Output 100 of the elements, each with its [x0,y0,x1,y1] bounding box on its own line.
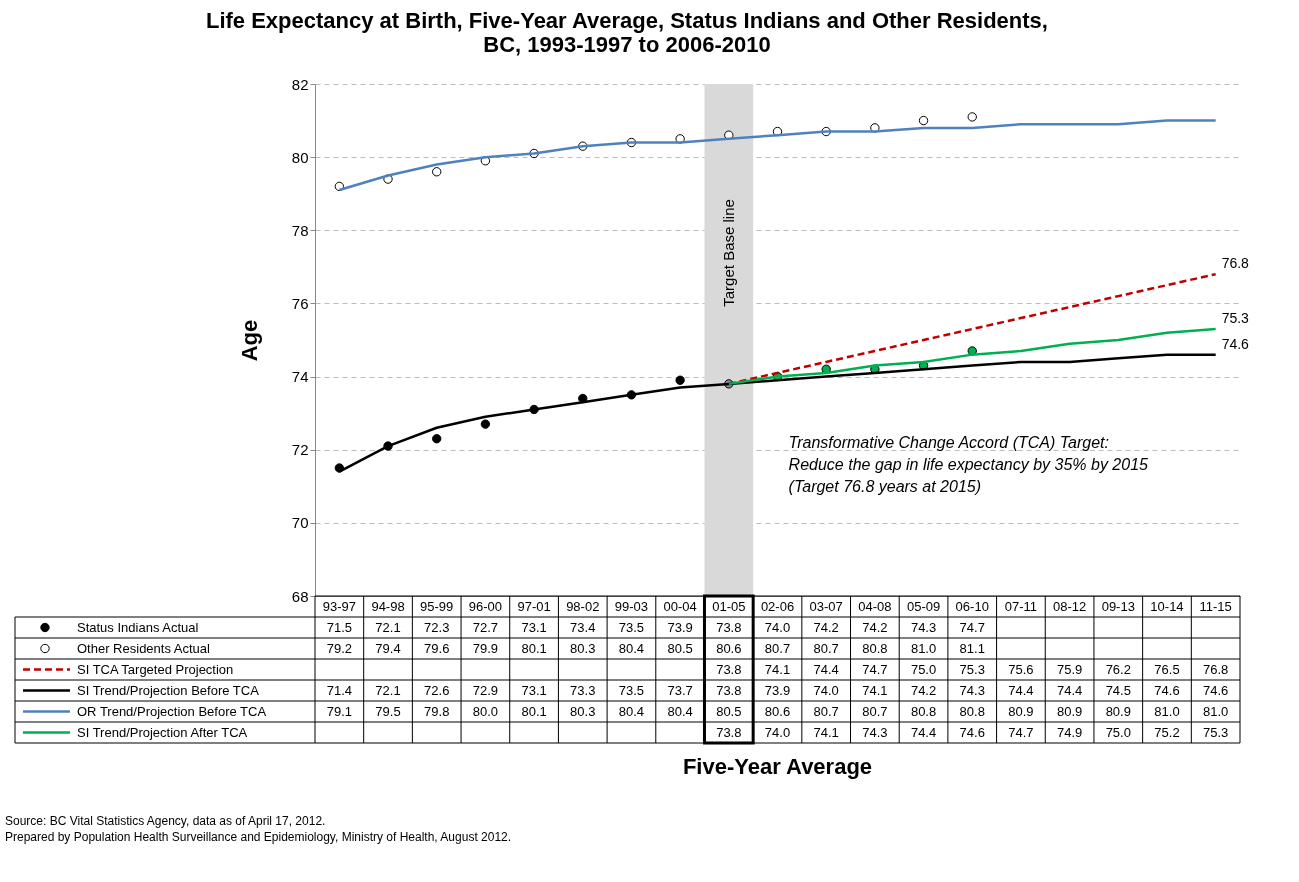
data-label: 81.1 [959,640,985,656]
data-label: 80.8 [959,703,985,719]
data-label: 80.4 [618,703,645,719]
point [432,434,442,444]
data-label: 72.1 [375,682,401,698]
x-tick-label: 01-05 [712,598,746,614]
data-label: 74.6 [959,724,985,740]
data-label: 74.6 [1154,682,1180,698]
legend-label: SI Trend/Projection Before TCA [77,682,260,698]
data-label: 79.4 [375,640,401,656]
x-tick-label: 07-11 [1004,598,1038,614]
data-label: 80.7 [862,703,888,719]
data-label: 74.1 [813,724,839,740]
data-label: 74.0 [764,724,791,740]
annotation: 75.3 [1221,310,1250,327]
data-label: 73.8 [716,619,742,635]
data-label: 74.7 [862,661,888,677]
data-label: 80.6 [764,703,791,719]
data-label: 74.5 [1105,682,1131,698]
data-label: 80.9 [1008,703,1034,719]
data-label: 76.5 [1154,661,1180,677]
data-label: 80.9 [1056,703,1083,719]
data-label: 75.3 [959,661,985,677]
text: Prepared by Population Health Surveillance and Epidemiology, Ministry of Health, August 2012. [5,830,512,844]
y-tick-label: 74 [291,368,309,386]
point [432,167,442,177]
y-tick-label: 70 [291,514,309,532]
data-label: 73.3 [570,682,596,698]
data-label: 75.3 [1203,724,1229,740]
data-label: 73.4 [570,619,596,635]
data-label: 72.3 [424,619,450,635]
source-note: Source: BC Vital Statistics Agency, data as of April 17, 2012. [5,814,326,828]
x-tick-label: 09-13 [1101,598,1135,614]
data-label: 72.9 [472,682,499,698]
point [918,115,929,126]
data-label: 74.4 [1056,682,1083,698]
data-label: 71.5 [326,619,352,635]
band-label: Target Base line [719,199,737,307]
data-label: 74.4 [910,724,937,740]
data-label: 74.7 [1008,724,1034,740]
data-label: 73.9 [667,619,693,635]
x-tick-label: 00-04 [663,598,697,614]
annotation: Transformative Change Accord (TCA) Target: Reduce the gap in life expectancy by 35% by 2015 (Target 76.8 years at 2015) [788,433,1149,495]
data-label: 79.2 [326,640,352,656]
data-label: 80.5 [667,640,693,656]
data-label: 73.8 [716,724,742,740]
x-tick-label: 10-14 [1150,598,1184,614]
y-tick-label: 80 [291,148,309,166]
data-label: 74.6 [1203,682,1229,698]
data-label: 75.9 [1056,661,1083,677]
data-label: 73.1 [521,619,547,635]
x-tick-label: 04-08 [858,598,892,614]
x-tick-label: 97-01 [517,598,551,614]
legend-label: OR Trend/Projection Before TCA [77,703,267,719]
x-tick-label: 08-12 [1052,598,1087,614]
data-label: 80.9 [1105,703,1131,719]
data-label: 74.9 [1056,724,1083,740]
data-label: 75.2 [1154,724,1180,740]
annotation: 76.8 [1221,255,1250,272]
data-label: 80.1 [521,703,547,719]
data-label: 79.9 [472,640,499,656]
data-label: 75.0 [1105,724,1131,740]
point [675,375,685,385]
data-label: 76.8 [1203,661,1229,677]
data-label: 80.8 [862,640,888,656]
data-label: 80.0 [472,703,499,719]
data-label: 79.8 [424,703,450,719]
data-label: 73.8 [716,682,742,698]
x-tick-label: 05-09 [906,598,941,614]
data-label: 73.5 [618,682,645,698]
x-tick-label: 95-99 [420,598,454,614]
x-tick-label: 03-07 [809,598,843,614]
data-label: 74.2 [813,619,839,635]
data-label: 72.1 [375,619,401,635]
data-label: 80.7 [764,640,791,656]
data-label: 74.2 [862,619,888,635]
annotation: 74.6 [1221,335,1250,352]
chart-title: Life Expectancy at Birth, Five-Year Average, Status Indians and Other Residents, BC, 1993-1997 to 2006-2010 [205,8,1048,57]
y-tick-label: 76 [291,294,309,312]
data-label: 73.1 [521,682,547,698]
data-label: 73.9 [764,682,791,698]
data-label: 80.4 [667,703,693,719]
legend-label: SI TCA Targeted Projection [77,661,234,677]
data-label: 73.8 [716,661,742,677]
data-label: 72.6 [424,682,450,698]
legend-label: SI Trend/Projection After TCA [77,724,248,740]
data-label: 80.8 [910,703,937,719]
x-tick-label: 11-15 [1199,598,1232,614]
point [334,463,345,473]
data-label: 80.6 [716,640,742,656]
data-label: 80.5 [716,703,742,719]
y-tick-label: 82 [291,75,309,93]
data-label: 74.3 [862,724,888,740]
data-label: 74.0 [813,682,839,698]
data-label: 79.6 [424,640,450,656]
data-label: 81.0 [910,640,937,656]
data-label: 73.5 [618,619,645,635]
text: Five-Year Average [682,754,873,779]
data-label: 75.6 [1008,661,1034,677]
data-label: 81.0 [1154,703,1180,719]
